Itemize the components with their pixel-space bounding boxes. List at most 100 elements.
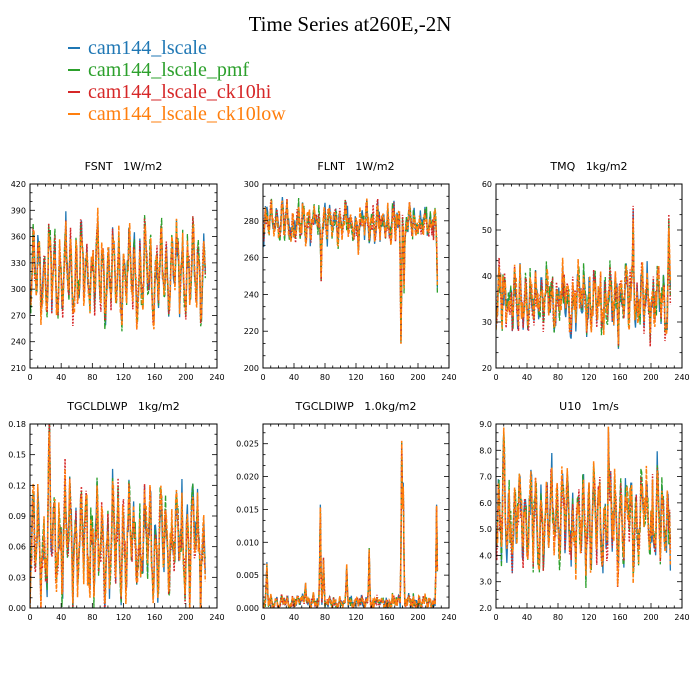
x-tick-label: 240 — [209, 373, 224, 382]
y-tick-label: 0.12 — [8, 481, 26, 490]
y-tick-label: 5.0 — [479, 525, 492, 534]
y-tick-label: 300 — [244, 180, 259, 189]
x-tick-label: 160 — [379, 373, 394, 382]
x-tick-label: 0 — [493, 613, 498, 622]
x-tick-label: 80 — [320, 373, 330, 382]
y-tick-label: 270 — [11, 311, 26, 320]
y-tick-label: 390 — [11, 206, 26, 215]
legend-label: cam144_lscale_ck10low — [88, 103, 286, 125]
x-tick-label: 120 — [348, 373, 363, 382]
y-tick-label: 4.0 — [479, 551, 492, 560]
x-tick-label: 40 — [522, 613, 532, 622]
series-group — [263, 197, 439, 344]
series-line — [496, 219, 672, 345]
y-tick-label: 20 — [482, 364, 492, 373]
y-tick-label: 0.010 — [236, 538, 259, 547]
series-group — [30, 424, 207, 608]
x-tick-label: 0 — [493, 373, 498, 382]
chart-panel: TGCLDIWP 1.0kg/m2 0 40 80 120 160 200 240 0.000 0… — [236, 400, 457, 622]
y-tick-label: 0.00 — [8, 604, 26, 613]
x-tick-label: 200 — [410, 613, 425, 622]
plot-frame — [262, 423, 450, 609]
y-tick-label: 3.0 — [479, 578, 492, 587]
panel-title: TGCLDIWP 1.0kg/m2 — [294, 400, 416, 413]
x-tick-label: 120 — [116, 373, 131, 382]
x-tick-label: 0 — [27, 613, 32, 622]
x-tick-label: 240 — [209, 613, 224, 622]
legend-label: cam144_lscale — [88, 37, 207, 59]
y-tick-label: 30 — [482, 318, 492, 327]
y-tick-label: 240 — [11, 338, 26, 347]
x-tick-label: 200 — [410, 373, 425, 382]
x-tick-label: 200 — [643, 613, 658, 622]
y-tick-label: 0.06 — [8, 543, 26, 552]
legend-swatch — [68, 112, 80, 115]
series-group — [496, 205, 672, 349]
y-tick-label: 0.025 — [236, 440, 259, 449]
legend-swatch — [68, 90, 80, 93]
x-tick-label: 200 — [643, 373, 658, 382]
y-tick-label: 260 — [244, 254, 259, 263]
x-tick-label: 80 — [553, 613, 563, 622]
legend-swatch — [68, 46, 80, 49]
x-tick-label: 160 — [147, 613, 162, 622]
legend: cam144_lscale cam144_lscale_pmf cam144_lsc… — [68, 37, 286, 125]
y-tick-label: 40 — [482, 272, 492, 281]
y-tick-label: 0.18 — [8, 420, 26, 429]
x-tick-label: 240 — [674, 373, 689, 382]
x-tick-label: 120 — [581, 613, 596, 622]
y-tick-label: 0.000 — [236, 604, 259, 613]
y-tick-label: 6.0 — [479, 499, 492, 508]
series-line — [30, 432, 207, 608]
x-tick-label: 40 — [289, 613, 299, 622]
y-tick-label: 7.0 — [479, 473, 492, 482]
legend-label: cam144_lscale_pmf — [88, 59, 250, 81]
x-tick-label: 80 — [320, 613, 330, 622]
legend-entry: cam144_lscale — [68, 37, 286, 59]
figure-title: Time Series at260E,-2N — [248, 12, 452, 36]
y-tick-label: 8.0 — [479, 446, 492, 455]
panel-title: U10 1m/s — [559, 400, 619, 413]
panel-title: TMQ 1kg/m2 — [549, 160, 627, 173]
chart-panel: FSNT 1W/m2 0 40 80 120 160 200 240 210 240 270 300 3… — [11, 160, 225, 382]
x-tick-label: 0 — [260, 373, 265, 382]
x-tick-label: 120 — [116, 613, 131, 622]
y-tick-label: 50 — [482, 226, 492, 235]
series-line — [263, 198, 439, 344]
y-tick-label: 60 — [482, 180, 492, 189]
series-line — [263, 442, 439, 608]
y-tick-label: 220 — [244, 327, 259, 336]
chart-panel: TGCLDLWP 1kg/m2 0 40 80 120 160 200 240 0.00 0.03… — [8, 400, 224, 622]
x-tick-label: 160 — [147, 373, 162, 382]
x-tick-label: 80 — [553, 373, 563, 382]
chart-panel: U10 1m/s 0 40 80 120 160 200 240 2.0 3.0 4.0 5.0 6.0… — [479, 400, 689, 622]
y-tick-label: 280 — [244, 217, 259, 226]
series-line — [496, 426, 672, 587]
x-tick-label: 120 — [348, 613, 363, 622]
y-tick-label: 330 — [11, 259, 26, 268]
x-tick-label: 200 — [178, 373, 193, 382]
y-tick-label: 360 — [11, 233, 26, 242]
y-tick-label: 0.09 — [8, 512, 26, 521]
plot-frame — [262, 183, 450, 369]
plot-frame — [495, 183, 683, 369]
x-tick-label: 160 — [612, 613, 627, 622]
x-tick-label: 120 — [581, 373, 596, 382]
x-tick-label: 0 — [27, 373, 32, 382]
legend-entry: cam144_lscale_ck10hi — [68, 81, 286, 103]
x-tick-label: 240 — [441, 373, 456, 382]
series-line — [263, 441, 439, 608]
chart-panel: TMQ 1kg/m2 0 40 80 120 160 200 240 20 30 40 50 60 — [482, 160, 690, 382]
y-tick-label: 420 — [11, 180, 26, 189]
x-tick-label: 80 — [87, 373, 97, 382]
series-line — [263, 440, 439, 608]
legend-label: cam144_lscale_ck10hi — [88, 81, 272, 103]
series-group — [30, 207, 207, 332]
x-tick-label: 40 — [56, 373, 66, 382]
series-group — [263, 440, 439, 608]
panel-title: FLNT 1W/m2 — [317, 160, 394, 173]
legend-entry: cam144_lscale_ck10low — [68, 103, 286, 125]
y-tick-label: 9.0 — [479, 420, 492, 429]
legend-entry: cam144_lscale_pmf — [68, 59, 286, 81]
